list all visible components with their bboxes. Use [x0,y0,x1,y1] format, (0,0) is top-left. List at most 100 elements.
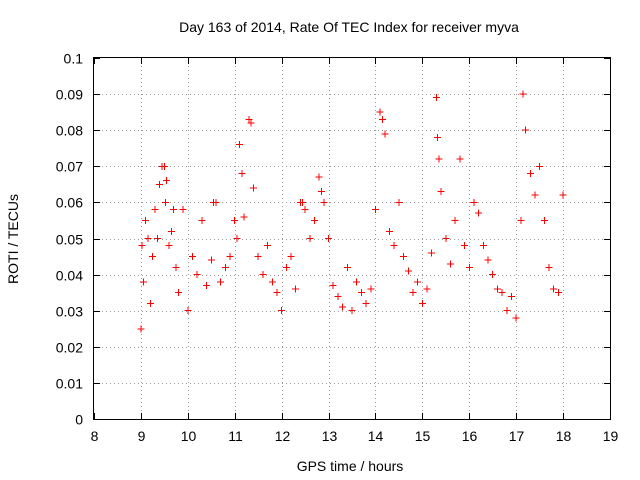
data-points [137,90,567,333]
data-point [437,188,445,196]
data-point [179,206,187,214]
y-tick-label: 0.05 [56,232,83,248]
y-tick-label: 0.03 [56,304,83,320]
data-point [174,289,182,297]
data-point [259,271,267,279]
y-tick-label: 0.07 [56,159,83,175]
data-point [493,285,501,293]
data-point [461,242,469,250]
data-point [139,278,147,286]
x-tick-label: 18 [556,428,572,444]
data-point [282,263,290,271]
data-point [390,242,398,250]
data-point [484,256,492,264]
data-point [165,242,173,250]
data-point [207,256,215,264]
y-tick-label: 0.09 [56,87,83,103]
data-point [146,299,154,307]
data-point [137,325,145,333]
x-axis-tick-labels: 8 9 10 11 12 13 14 15 16 17 18 19 [91,428,619,444]
data-point [160,162,168,170]
x-tick-label: 16 [462,428,478,444]
data-point [325,235,333,242]
y-tick-label: 0 [75,412,83,428]
data-point [184,307,192,315]
data-point [142,216,150,224]
data-point [299,198,307,206]
data-point [433,133,441,141]
axis-ticks [94,58,611,420]
data-point [264,242,272,250]
data-point [489,271,497,279]
data-point [144,235,152,242]
x-tick-label: 13 [322,428,338,444]
data-point [273,289,281,297]
data-point [301,206,309,214]
y-tick-label: 0.06 [56,195,83,211]
data-point [334,292,342,300]
y-tick-label: 0.04 [56,268,83,284]
data-point [414,278,422,286]
data-point [447,260,455,268]
data-point [247,119,255,127]
data-point [362,299,370,307]
data-point [475,209,483,217]
x-tick-label: 12 [275,428,291,444]
data-point [292,285,300,293]
data-point [386,227,394,235]
data-point [268,278,276,286]
data-point [367,285,375,293]
data-point [456,155,464,163]
data-point [432,94,440,102]
data-point [479,242,487,250]
y-axis-tick-labels: 0 0.01 0.02 0.03 0.04 0.05 0.06 0.07 0.08 0.09 0.1 [56,51,83,428]
x-tick-label: 8 [91,428,99,444]
data-point [226,253,234,261]
data-point [189,253,197,261]
data-point [357,289,365,297]
data-point [545,263,553,271]
data-point [353,278,361,286]
data-point [376,108,384,116]
data-point [203,281,211,289]
data-point [318,188,326,196]
data-point [329,281,337,289]
data-point [235,141,243,149]
data-point [254,253,262,261]
data-point [278,307,286,315]
data-point [161,198,169,206]
data-point [231,216,239,224]
gridlines [94,58,610,419]
data-point [193,271,201,279]
data-point [498,289,506,297]
x-tick-label: 17 [509,428,525,444]
data-point [435,155,443,163]
data-point [249,184,257,192]
data-point [381,130,389,138]
data-point [339,303,347,311]
data-point [423,285,431,293]
data-point [540,216,548,224]
data-point [522,126,530,134]
data-point [343,263,351,271]
data-point [442,235,450,242]
x-tick-label: 14 [368,428,384,444]
data-point [170,206,178,214]
y-tick-label: 0.01 [56,376,83,392]
data-point [315,173,323,181]
y-tick-label: 0.02 [56,340,83,356]
data-point [156,180,164,188]
x-tick-label: 11 [228,428,243,444]
data-point [400,253,408,261]
y-tick-label: 0.1 [64,51,84,67]
data-point [149,253,157,261]
data-point [465,263,473,271]
y-axis-label: ROTI / TECUs [5,194,21,284]
data-point [550,285,558,293]
data-point [559,191,567,199]
data-point [428,249,436,257]
data-point [217,278,225,286]
data-point [409,289,417,297]
data-point [470,198,478,206]
data-point [233,235,241,242]
